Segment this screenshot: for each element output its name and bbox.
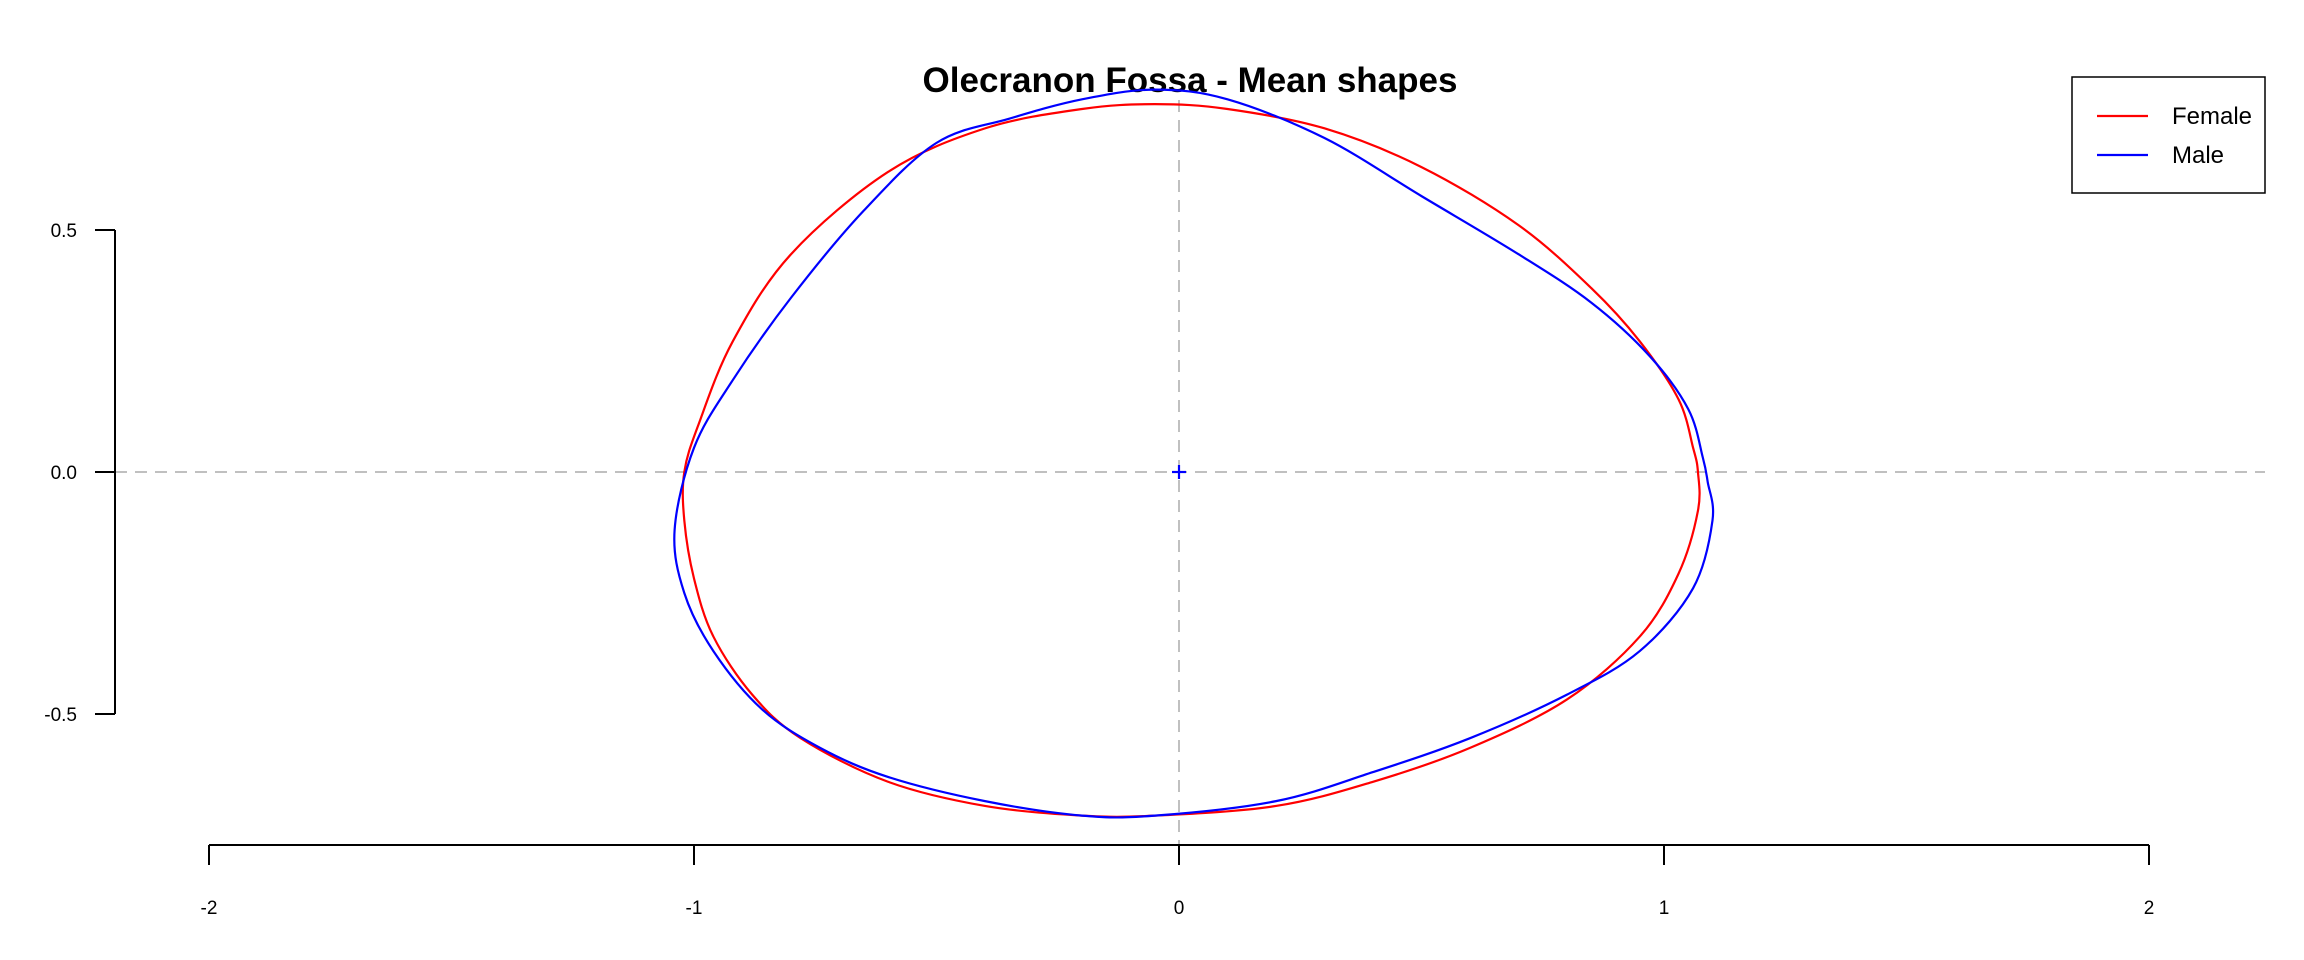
reference-lines <box>115 100 2265 845</box>
x-tick-label: 2 <box>2144 898 2155 919</box>
x-tick-label: -1 <box>686 898 703 919</box>
y-tick-label: 0.0 <box>51 463 77 484</box>
chart-title: Olecranon Fossa - Mean shapes <box>923 61 1458 100</box>
x-tick-label: 0 <box>1174 898 1185 919</box>
x-tick-label: 1 <box>1659 898 1670 919</box>
y-tick-label: -0.5 <box>44 705 77 726</box>
legend-label-male: Male <box>2172 142 2224 169</box>
series-line-male <box>673 88 1715 819</box>
series-layer <box>673 88 1715 819</box>
legend-label-female: Female <box>2172 103 2252 130</box>
y-axis: -0.5 0.0 0.5 <box>44 221 116 726</box>
legend: Female Male <box>2071 76 2266 194</box>
x-tick-label: -2 <box>201 898 218 919</box>
x-axis: -2 -1 0 1 2 <box>201 844 2155 919</box>
centroid-layer <box>1172 465 1186 479</box>
y-tick-label: 0.5 <box>51 221 77 242</box>
series-line-female <box>681 103 1701 818</box>
legend-box <box>2071 76 2266 194</box>
